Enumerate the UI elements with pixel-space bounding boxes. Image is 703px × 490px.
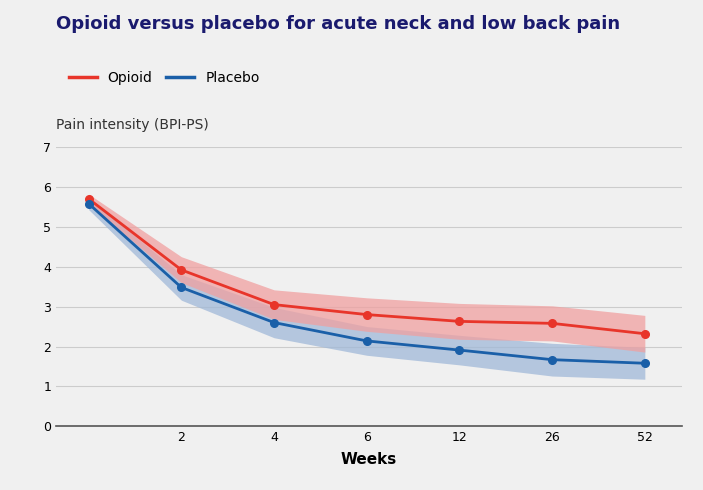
Opioid xyxy=(177,267,186,273)
Opioid xyxy=(548,320,556,326)
Opioid xyxy=(456,318,464,324)
Placebo xyxy=(640,360,649,366)
Opioid xyxy=(640,331,649,337)
Line: Placebo: Placebo xyxy=(85,200,649,367)
Text: Pain intensity (BPI-PS): Pain intensity (BPI-PS) xyxy=(56,118,209,132)
Line: Opioid: Opioid xyxy=(85,195,649,338)
X-axis label: Weeks: Weeks xyxy=(341,452,397,467)
Placebo xyxy=(177,285,186,291)
Placebo xyxy=(548,357,556,363)
Opioid xyxy=(84,196,93,202)
Placebo xyxy=(363,338,371,344)
Placebo xyxy=(84,201,93,207)
Legend: Opioid, Placebo: Opioid, Placebo xyxy=(63,66,265,91)
Opioid xyxy=(363,312,371,318)
Text: Opioid versus placebo for acute neck and low back pain: Opioid versus placebo for acute neck and… xyxy=(56,15,620,33)
Placebo xyxy=(456,347,464,353)
Opioid xyxy=(270,302,278,308)
Placebo xyxy=(270,319,278,325)
